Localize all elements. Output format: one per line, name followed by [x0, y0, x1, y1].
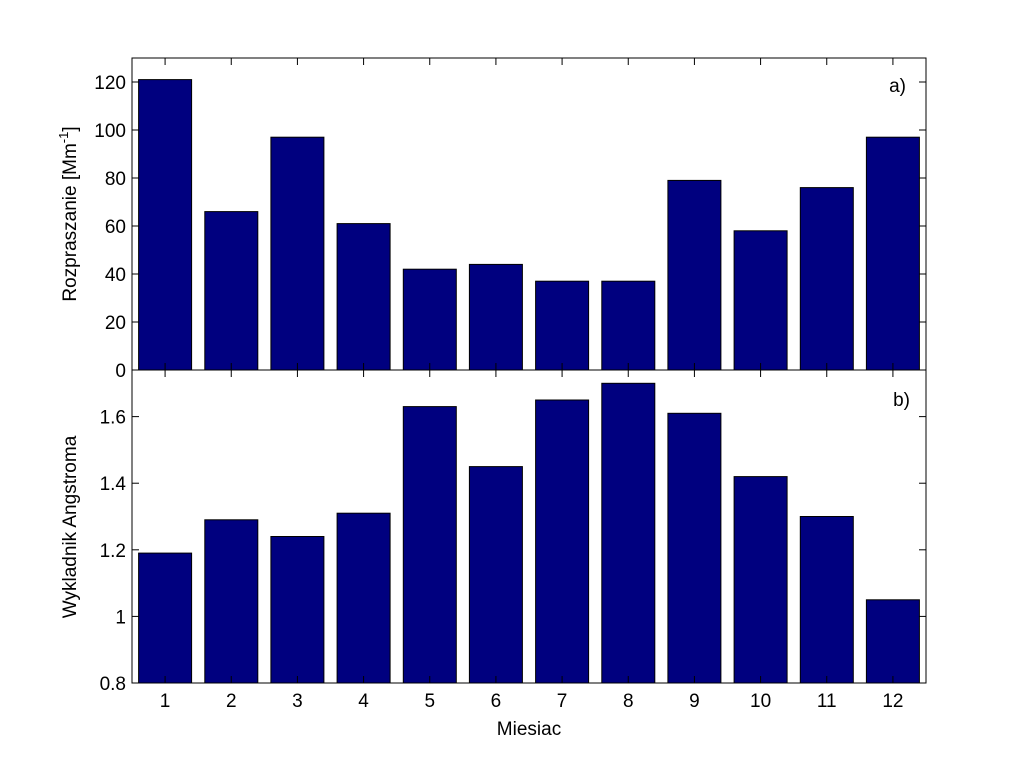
panel-a-ytick-label: 100: [94, 121, 126, 142]
panel-a-bar-month-11: [799, 187, 854, 371]
xtick-label-6: 6: [491, 691, 502, 712]
panel-b-bar-month-10: [733, 476, 788, 684]
panel-b-bar-month-4: [336, 512, 391, 684]
panel-a-bar-month-5: [402, 268, 457, 371]
panel-b-bar-month-8: [601, 382, 656, 684]
xtick-label-8: 8: [623, 691, 634, 712]
panel-a-ytick-label: 120: [94, 73, 126, 94]
xtick-label-5: 5: [424, 691, 435, 712]
panel-a-bar-month-8: [601, 280, 656, 371]
panel-a-bar-month-10: [733, 230, 788, 371]
panel-b-y-ticks: 0.8 1 1.2 1.4 1.6: [100, 370, 926, 695]
xtick-label-1: 1: [160, 691, 171, 712]
panel-b-x-ticks: 1 2 3 4 5 6 7 8 9 10 11 12: [160, 691, 904, 712]
panel-a-bar-month-2: [204, 211, 259, 371]
panel-a-ytick-label: 40: [105, 265, 126, 286]
panel-b-ytick-label: 1.6: [100, 408, 126, 429]
panel-a-y-axis-label: Rozpraszanie [Mm-1]: [56, 126, 81, 301]
panel-b-ytick-label: 1.2: [100, 541, 126, 562]
panel-b-bar-month-7: [535, 399, 590, 684]
panel-a-bar-month-6: [468, 263, 523, 371]
xtick-label-7: 7: [557, 691, 568, 712]
panel-a-ytick-label: 60: [105, 217, 126, 238]
xtick-label-9: 9: [689, 691, 700, 712]
panel-a-ytick-label: 0: [115, 361, 126, 382]
panel-b-angstrom: 0.811.21.41.6 1 2 3 4 5 6 7 8 9 10 11 12 b) Wykladn…: [60, 369, 927, 740]
panel-b-bar-month-11: [799, 516, 854, 684]
panel-b-ytick-label: 0.8: [100, 674, 126, 695]
panel-b-axes-box: [131, 369, 927, 684]
panel-a-bar-month-4: [336, 223, 391, 371]
x-axis-label: Miesiac: [497, 719, 561, 740]
panel-a-bar-month-1: [138, 79, 193, 371]
panel-b-bar-month-1: [138, 552, 193, 684]
panel-b-label: b): [893, 390, 910, 411]
panel-a-bar-month-9: [667, 179, 722, 371]
panel-b-bar-month-6: [468, 466, 523, 684]
xtick-label-11: 11: [817, 691, 837, 712]
panel-a-bar-month-7: [535, 280, 590, 371]
panel-b-ytick-label: 1.4: [100, 474, 127, 495]
panel-a-label: a): [889, 76, 906, 97]
panel-a-bar-month-12: [865, 136, 920, 371]
panel-b-bar-month-5: [402, 406, 457, 684]
panel-a-scattering: 0 20 40 60 80 100 120 a) Rozpraszanie [Mm-1]: [56, 57, 927, 382]
panel-b-bar-month-9: [667, 412, 722, 684]
panel-a-bar-month-3: [270, 136, 325, 371]
panel-b-bar-month-3: [270, 536, 325, 684]
panel-a-y-ticks: 0 20 40 60 80 100 120: [94, 58, 926, 382]
xtick-label-12: 12: [882, 691, 903, 712]
panel-b-bar-month-2: [204, 519, 259, 684]
xtick-label-2: 2: [226, 691, 237, 712]
xtick-label-10: 10: [750, 691, 771, 712]
panel-b-ytick-label: 1: [115, 607, 126, 628]
panel-a-bars: [138, 79, 920, 371]
panel-a-ytick-label: 80: [105, 169, 126, 190]
panel-b-y-axis-label: Wykladnik Angstroma: [60, 435, 81, 618]
xtick-label-3: 3: [292, 691, 303, 712]
panel-b-bars: [138, 382, 920, 684]
xtick-label-4: 4: [358, 691, 369, 712]
panel-a-ytick-label: 20: [105, 313, 126, 334]
panel-b-bar-month-12: [865, 599, 920, 684]
